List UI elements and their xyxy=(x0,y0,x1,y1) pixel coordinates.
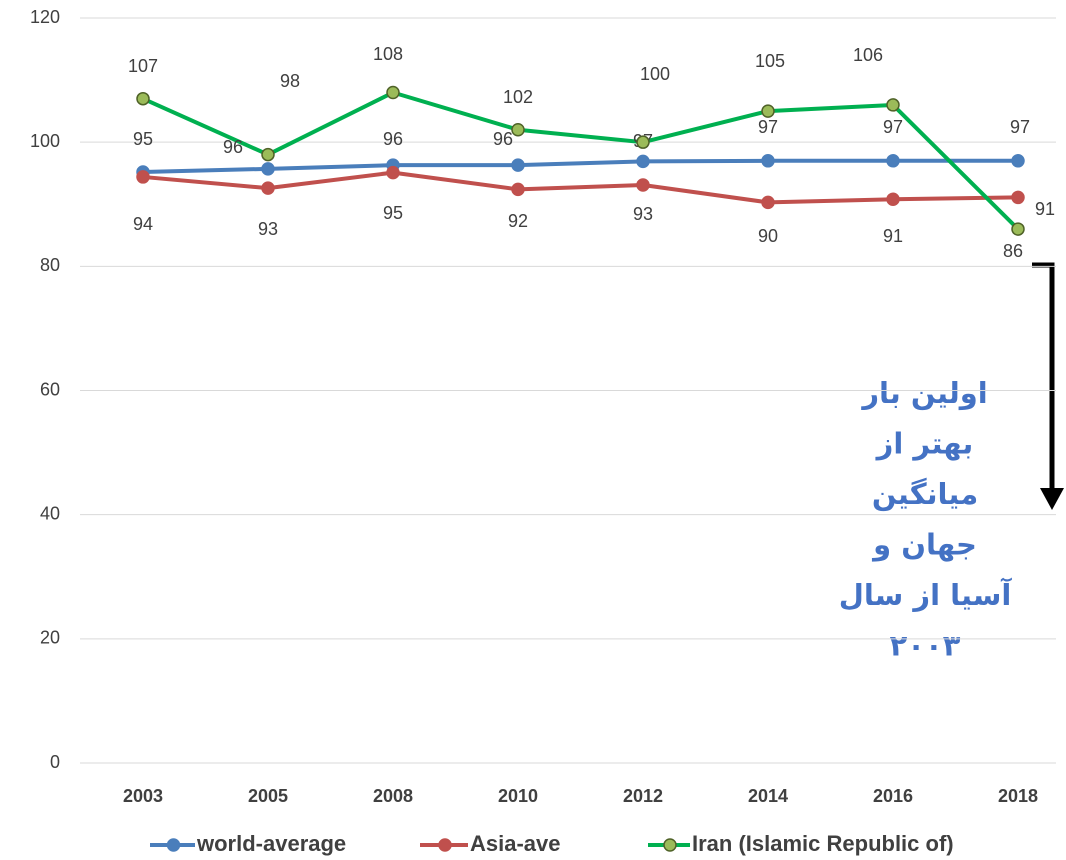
series-line xyxy=(142,158,1018,174)
x-tick-label: 2003 xyxy=(123,786,163,806)
data-label: 91 xyxy=(883,226,903,246)
data-point xyxy=(1011,222,1025,236)
data-label: 91 xyxy=(1035,199,1055,219)
y-tick-label: 60 xyxy=(40,379,60,399)
x-tick-label: 2016 xyxy=(873,786,913,806)
x-tick-label: 2010 xyxy=(498,786,538,806)
annotation: اولین بار بهتر از میانگین جهان و آسیا از سال… xyxy=(839,376,1013,663)
annotation-line: بهتر از xyxy=(875,427,974,461)
legend-marker xyxy=(438,838,452,852)
data-label: 93 xyxy=(633,204,653,224)
annotation-bracket xyxy=(1032,262,1055,490)
data-label: 97 xyxy=(1010,117,1030,137)
data-label: 102 xyxy=(503,87,533,107)
data-point xyxy=(386,165,400,180)
data-label: 100 xyxy=(640,64,670,84)
annotation-line: جهان و xyxy=(871,528,977,562)
data-point xyxy=(761,154,775,168)
data-point xyxy=(386,85,400,100)
data-point xyxy=(261,162,275,176)
data-point xyxy=(136,170,150,184)
series-line xyxy=(142,90,1020,231)
annotation-line: آسیا از سال xyxy=(839,577,1013,612)
data-point xyxy=(511,158,525,172)
x-tick-label: 2005 xyxy=(248,786,288,806)
legend-label: Asia-ave xyxy=(470,831,561,856)
y-tick-label: 20 xyxy=(40,628,60,648)
data-label: 106 xyxy=(853,45,883,65)
data-point xyxy=(636,154,650,169)
data-label: 108 xyxy=(373,44,403,64)
legend-marker xyxy=(166,838,181,852)
data-point xyxy=(761,104,775,118)
data-point xyxy=(511,123,525,137)
legend-label: world-average xyxy=(196,831,346,856)
data-label: 95 xyxy=(133,129,153,149)
data-point xyxy=(1011,154,1025,168)
annotation-line: ۲۰۰۳ xyxy=(890,629,961,663)
data-label: 96 xyxy=(493,129,513,149)
x-tick-label: 2018 xyxy=(998,786,1038,806)
data-label: 96 xyxy=(223,137,243,157)
y-tick-label: 120 xyxy=(30,7,60,27)
data-label: 95 xyxy=(383,203,403,223)
data-label: 107 xyxy=(128,56,158,76)
data-point xyxy=(511,182,525,197)
data-point xyxy=(636,135,650,149)
data-label: 90 xyxy=(758,226,778,246)
x-tick-label: 2008 xyxy=(373,786,413,806)
annotation-line: میانگین xyxy=(872,477,978,511)
data-label: 97 xyxy=(758,117,778,137)
data-point xyxy=(1011,190,1025,205)
data-point xyxy=(261,181,275,195)
data-point xyxy=(886,192,900,207)
y-tick-label: 100 xyxy=(30,131,60,151)
data-point xyxy=(636,178,650,192)
data-label: 86 xyxy=(1003,241,1023,261)
data-label: 105 xyxy=(755,51,785,71)
data-label: 94 xyxy=(133,214,153,234)
data-label: 92 xyxy=(508,211,528,231)
y-tick-label: 0 xyxy=(50,752,60,772)
annotation-line: اولین بار xyxy=(860,376,987,410)
data-label: 98 xyxy=(280,71,300,91)
data-label: 93 xyxy=(258,219,278,239)
y-tick-label: 80 xyxy=(40,255,60,275)
series-line xyxy=(142,170,1019,205)
data-label: 97 xyxy=(883,117,903,137)
data-label: 96 xyxy=(383,129,403,149)
legend-marker xyxy=(663,838,677,852)
data-point xyxy=(886,154,900,168)
legend-label: Iran (Islamic Republic of) xyxy=(692,831,954,856)
data-point xyxy=(136,91,150,106)
annotation-arrowhead xyxy=(1040,488,1064,510)
y-tick-label: 40 xyxy=(40,503,60,523)
data-point xyxy=(261,147,275,162)
data-point xyxy=(886,98,900,112)
x-tick-label: 2012 xyxy=(623,786,663,806)
data-point xyxy=(761,195,775,210)
x-tick-label: 2014 xyxy=(748,786,788,806)
